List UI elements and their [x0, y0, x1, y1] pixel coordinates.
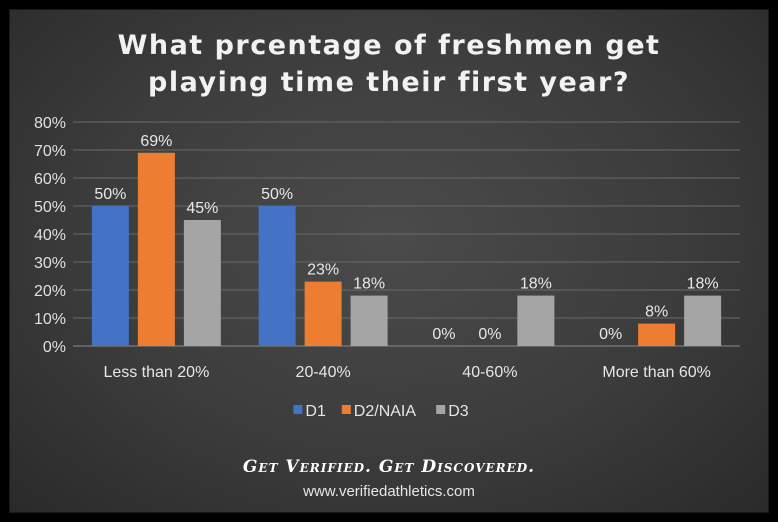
legend-swatch [341, 405, 351, 414]
chart-title-line-2: playing time their first year? [148, 67, 630, 98]
footer-tagline: Get Verified. Get Discovered. [242, 457, 536, 477]
data-label: 8% [645, 304, 668, 321]
bar-d3 [517, 295, 555, 346]
data-label: 0% [599, 326, 622, 343]
y-tick-label: 0% [43, 339, 66, 356]
bar-d2-naia [638, 323, 676, 346]
data-label: 50% [261, 186, 293, 203]
bar-d1 [91, 206, 129, 346]
legend-label: D1 [305, 403, 326, 420]
bar-d2-naia [304, 281, 342, 346]
legend-swatch [436, 405, 446, 414]
legend-label: D3 [448, 403, 469, 420]
bar-chart: 0% 10% 20% 30% 40% 50% 60% 70% 80% 50% 69% 45% Less … [34, 115, 740, 420]
bar-d3 [350, 295, 388, 346]
bar-d2-naia [137, 152, 175, 346]
chart-title-line-1: What prcentage of freshmen get [117, 30, 661, 61]
chart-frame: What prcentage of freshmen get playing t… [9, 9, 769, 513]
data-label: 23% [307, 262, 339, 279]
y-tick-label: 50% [34, 199, 66, 216]
y-tick-label: 30% [34, 255, 66, 272]
legend-label: D2/NAIA [354, 403, 417, 420]
y-tick-label: 10% [34, 311, 66, 328]
data-label: 18% [353, 276, 385, 293]
x-tick-label: More than 60% [602, 364, 711, 381]
y-tick-label: 60% [34, 171, 66, 188]
data-label: 0% [432, 326, 455, 343]
x-tick-label: Less than 20% [103, 364, 209, 381]
y-tick-label: 40% [34, 227, 66, 244]
x-tick-label: 20-40% [296, 364, 351, 381]
y-tick-label: 80% [34, 115, 66, 132]
bar-d3 [684, 295, 722, 346]
data-label: 18% [520, 276, 552, 293]
data-label: 45% [186, 200, 218, 217]
bar-d1 [258, 206, 296, 346]
data-label: 50% [94, 186, 126, 203]
y-tick-label: 70% [34, 143, 66, 160]
data-label: 69% [140, 133, 172, 150]
legend-swatch [293, 405, 303, 414]
bar-d3 [183, 220, 221, 346]
data-label: 0% [478, 326, 501, 343]
x-tick-label: 40-60% [462, 364, 517, 381]
footer-url: www.verifiedathletics.com [303, 483, 475, 500]
data-label: 18% [687, 276, 719, 293]
y-tick-label: 20% [34, 283, 66, 300]
